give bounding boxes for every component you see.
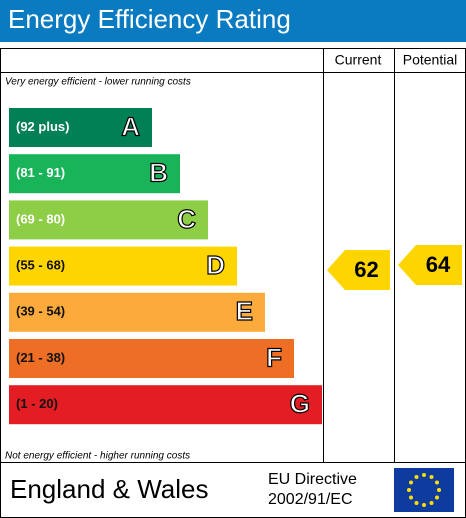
band-range: (21 - 38) <box>16 350 65 365</box>
band-letter: F <box>266 342 282 372</box>
band <box>9 108 152 147</box>
band-range: (39 - 54) <box>16 304 65 319</box>
band <box>9 154 180 194</box>
eu-star <box>429 500 434 505</box>
rating-arrow <box>327 250 390 290</box>
band-letter: E <box>236 296 253 326</box>
title-bar <box>0 0 466 42</box>
band-range: (81 - 91) <box>16 165 65 180</box>
eu-star <box>434 480 439 485</box>
band-letter: B <box>149 158 168 188</box>
band-range: (1 - 20) <box>16 396 58 411</box>
directive: EU Directive <box>268 471 357 488</box>
band <box>9 385 322 425</box>
top-note: Very energy efficient - lower running co… <box>5 77 191 88</box>
eu-star <box>414 500 419 505</box>
rating-value: 64 <box>426 252 451 277</box>
eu-star <box>437 488 441 492</box>
eu-star <box>414 475 419 480</box>
band-letter: G <box>290 389 310 419</box>
eu-star <box>422 473 426 477</box>
band-letter: D <box>206 250 225 280</box>
eu-stars <box>407 473 441 507</box>
eu-star <box>409 495 414 500</box>
bottom-note: Not energy efficient - higher running co… <box>5 451 190 462</box>
band-letter: A <box>121 111 140 141</box>
band <box>9 246 237 286</box>
band <box>9 200 208 240</box>
band <box>9 339 294 378</box>
band-range: (69 - 80) <box>16 211 65 226</box>
rating-value: 62 <box>354 257 378 282</box>
eu-star <box>422 503 426 507</box>
title: Energy Efficiency Rating <box>8 4 291 34</box>
band-range: (55 - 68) <box>16 258 65 273</box>
band <box>9 292 265 332</box>
eu-star <box>434 495 439 500</box>
column-header: Potential <box>403 52 457 68</box>
column-header: Current <box>335 52 382 68</box>
eu-star <box>409 480 414 485</box>
eu-star <box>429 475 434 480</box>
band-range: (92 plus) <box>16 119 69 134</box>
region: England & Wales <box>10 474 208 504</box>
directive: 2002/91/EC <box>268 491 353 508</box>
band-letter: C <box>177 204 196 234</box>
eu-star <box>407 488 411 492</box>
rating-arrow <box>398 245 462 285</box>
